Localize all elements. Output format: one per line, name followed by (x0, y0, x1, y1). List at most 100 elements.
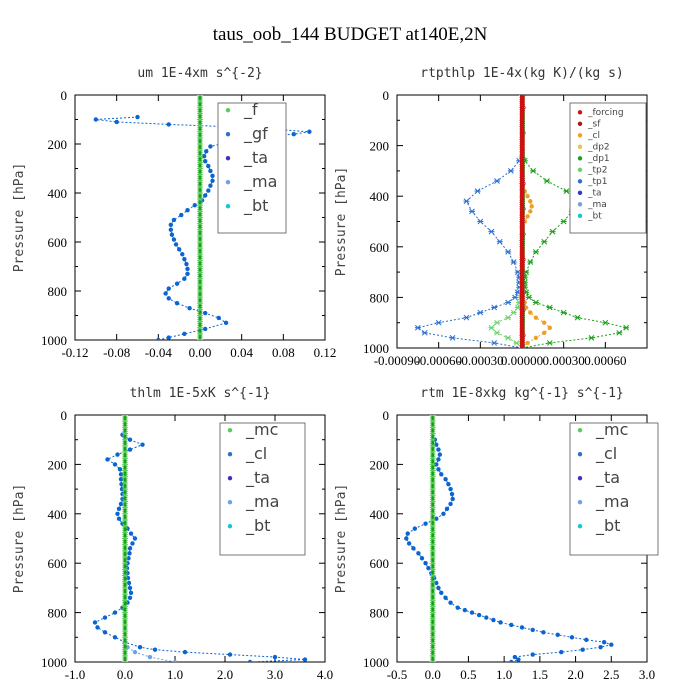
zero-line-marker (429, 443, 436, 449)
zero-line-marker (429, 455, 436, 462)
chart-panel-1: um 1E-4xm s^{-2} Pressure [hPa] 0 200 400 600… (12, 66, 336, 360)
zero-line-marker (197, 239, 203, 245)
legend-marker (577, 202, 583, 207)
data-point (102, 630, 108, 635)
data-point (542, 330, 547, 336)
x-tick-label: -0.5 (387, 667, 408, 682)
data-point (446, 481, 451, 487)
y-tick-label: 400 (48, 507, 68, 522)
data-point (580, 647, 585, 652)
x-tick-label: 0.04 (230, 345, 253, 360)
data-point (185, 271, 190, 277)
data-point (491, 304, 498, 311)
data-point (414, 324, 421, 331)
x-tick-label: 0.00060 (584, 353, 626, 368)
zero-line-marker (197, 324, 203, 331)
data-point (130, 541, 135, 546)
data-point (247, 659, 253, 662)
data-point (449, 335, 456, 341)
data-point (555, 632, 560, 638)
zero-line-marker (429, 523, 436, 530)
x-tick-label: 1.5 (532, 667, 548, 682)
legend-entry: _ma (243, 172, 277, 192)
zero-line-marker (429, 566, 436, 573)
data-point (102, 615, 108, 620)
legend-marker (577, 428, 583, 433)
legend-entry: _sf (587, 120, 601, 130)
y-tick-label: 800 (48, 284, 68, 299)
x-tick-label: 2.5 (603, 667, 619, 682)
data-point (530, 627, 535, 633)
legend-marker (577, 524, 583, 529)
zero-line-marker (429, 418, 436, 425)
data-point (477, 218, 484, 225)
y-tick-label: 0 (383, 408, 390, 423)
zero-line-marker (197, 318, 203, 325)
data-point (450, 496, 455, 502)
data-point (147, 654, 153, 660)
legend-entry: _forcing (587, 108, 624, 118)
data-point (509, 659, 514, 662)
zero-line-marker (429, 554, 436, 560)
series-group (414, 95, 630, 348)
data-point (602, 319, 609, 326)
data-point (525, 340, 530, 346)
zero-line-marker (197, 177, 203, 184)
data-point (168, 222, 174, 228)
data-point (171, 237, 177, 242)
data-point (463, 198, 470, 205)
data-point (510, 309, 517, 316)
zero-line-marker (197, 337, 203, 340)
legend-entry: _bt (595, 516, 620, 536)
data-point (516, 657, 521, 662)
legend-marker (577, 144, 583, 149)
data-point (203, 158, 208, 164)
data-point (477, 309, 484, 316)
data-point (184, 261, 189, 267)
legend-entry: _ma (595, 492, 629, 512)
x-tick-label: 0.00030 (543, 353, 585, 368)
legend-entry: _mc (595, 420, 628, 440)
legend-entry: _ta (243, 148, 268, 168)
data-point (412, 526, 418, 531)
zero-line-marker (122, 628, 128, 634)
legend: _forcing _sf_cl _dp2_dp1 _tp2_tp1 _ta_ma _bt (569, 102, 647, 234)
data-point (216, 315, 221, 321)
data-point (532, 299, 539, 306)
data-point (523, 305, 529, 310)
legend-entry: _ta (587, 189, 602, 199)
data-point (436, 467, 441, 472)
zero-line-marker (122, 424, 128, 431)
x-tick-label: 0.0 (117, 667, 133, 682)
data-point (528, 310, 533, 315)
data-point (525, 194, 530, 199)
data-point (505, 314, 512, 321)
data-point (560, 309, 567, 316)
zero-line-marker (197, 116, 203, 123)
data-point (436, 585, 441, 591)
legend-entry: _tp1 (587, 177, 607, 187)
y-tick-label: 600 (370, 240, 390, 255)
data-point (436, 457, 441, 462)
zero-line-marker (429, 424, 436, 431)
data-point (484, 615, 489, 620)
x-tick-label: 0.00000 (501, 353, 543, 368)
zero-line-marker (429, 510, 436, 517)
zero-line-marker (429, 572, 436, 579)
y-tick-label: 200 (370, 139, 390, 154)
data-point (507, 168, 514, 174)
zero-line-marker (197, 135, 203, 141)
y-tick-label: 0 (383, 88, 390, 103)
data-point (172, 659, 178, 662)
legend-marker (577, 110, 583, 115)
zero-line-marker (122, 436, 128, 443)
zero-line-marker (122, 455, 128, 462)
data-point (185, 266, 190, 272)
panel-title: rtpthlp 1E-4x(kg K)/(kg s) (420, 66, 624, 81)
zero-line-marker (122, 640, 128, 647)
zero-line-marker (197, 269, 203, 276)
zero-line-marker (122, 547, 128, 554)
data-point (176, 247, 182, 252)
zero-line-marker (429, 640, 436, 647)
zero-line-marker (197, 331, 203, 337)
